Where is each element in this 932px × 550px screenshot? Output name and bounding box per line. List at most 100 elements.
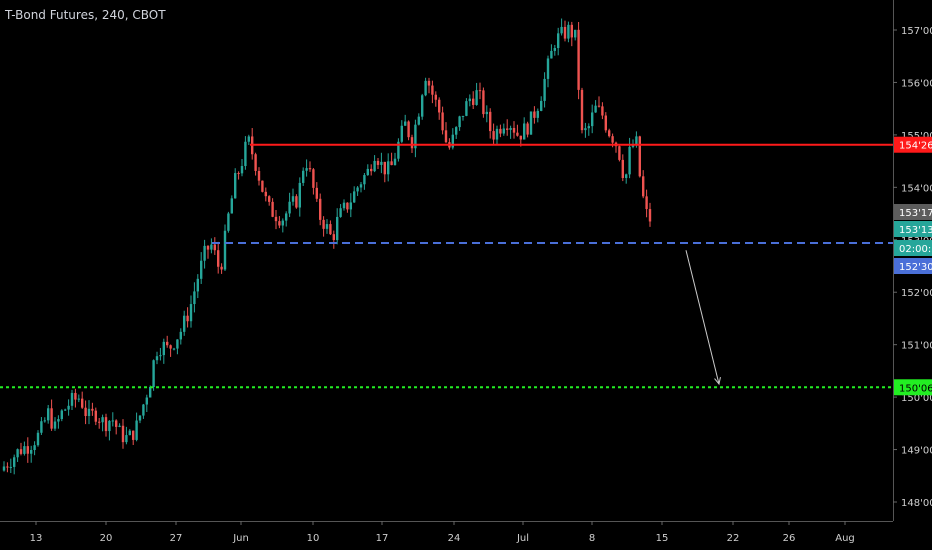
candle-body xyxy=(19,449,23,454)
candle-body xyxy=(628,146,631,175)
candle-body xyxy=(499,128,502,134)
candle-body xyxy=(543,78,546,101)
projection-arrow-head xyxy=(714,377,721,386)
candle-body xyxy=(489,111,492,132)
candle-body xyxy=(271,201,274,217)
candle-body xyxy=(176,339,179,349)
candle-body xyxy=(50,408,53,429)
candle-body xyxy=(482,90,485,115)
candle-body xyxy=(26,446,29,454)
candle-body xyxy=(393,158,397,166)
candle-body xyxy=(523,123,526,140)
candle-body xyxy=(533,111,536,118)
candle-body xyxy=(200,260,203,279)
candle-body xyxy=(536,110,539,118)
x-tick-label: 13 xyxy=(30,533,43,544)
candle-body xyxy=(162,341,165,356)
candle-body xyxy=(115,420,118,427)
candle-body xyxy=(261,180,264,192)
x-tick-label: Jun xyxy=(232,533,249,544)
candle-body xyxy=(441,112,444,131)
candle-body xyxy=(43,420,46,422)
price-tag-up xyxy=(894,221,932,237)
candle-body xyxy=(36,432,40,446)
candle-body xyxy=(577,29,580,90)
price-tag-up xyxy=(894,240,932,256)
candle-body xyxy=(475,90,478,105)
y-tick-label: 154'00 xyxy=(901,183,932,194)
candle-body xyxy=(642,176,645,197)
candle-body xyxy=(383,161,386,175)
candle-body xyxy=(118,425,121,427)
y-tick-label: 155'00 xyxy=(901,131,932,142)
candle-body xyxy=(332,234,335,241)
chart-title: T-Bond Futures, 240, CBOT xyxy=(5,8,166,22)
y-tick-label: 149'00 xyxy=(901,446,932,457)
candle-body xyxy=(472,98,475,105)
candle-body xyxy=(264,191,267,197)
candle-body xyxy=(16,449,19,458)
candle-body xyxy=(196,278,199,292)
candle-body xyxy=(635,136,638,146)
candle-body xyxy=(230,198,233,214)
candle-body xyxy=(407,121,410,138)
candle-body xyxy=(631,145,635,147)
x-tick-label: 17 xyxy=(376,533,389,544)
candle-body xyxy=(247,136,250,142)
candle-body xyxy=(438,99,441,113)
price-tag-resistance xyxy=(894,136,932,153)
candle-body xyxy=(356,187,359,192)
candle-body xyxy=(349,202,352,210)
x-tick-label: 20 xyxy=(100,533,113,544)
candle-body xyxy=(81,398,84,408)
candle-body xyxy=(390,161,393,166)
candle-body xyxy=(169,345,172,349)
candle-body xyxy=(414,124,417,149)
candle-body xyxy=(213,244,216,251)
y-tick-label: 157'00 xyxy=(901,26,932,37)
candle-body xyxy=(291,196,295,202)
candle-body xyxy=(455,127,458,135)
candle-body xyxy=(495,128,499,140)
candle-body xyxy=(601,106,604,116)
candle-body xyxy=(404,121,407,126)
candle-body xyxy=(397,141,400,159)
candle-body xyxy=(485,111,488,115)
candle-body xyxy=(366,168,369,176)
candle-body xyxy=(359,184,363,188)
candle-body xyxy=(40,421,43,433)
candle-body xyxy=(298,182,301,208)
candle-body xyxy=(217,250,220,267)
candle-body xyxy=(546,58,550,79)
candle-body xyxy=(594,105,597,113)
candle-body xyxy=(125,435,128,443)
candle-body xyxy=(172,348,176,350)
candle-body xyxy=(427,80,431,86)
candle-body xyxy=(240,166,244,174)
candle-body xyxy=(152,360,155,387)
candle-body xyxy=(553,48,556,51)
price-tag-label: 02:00:21 xyxy=(899,244,932,255)
candle-body xyxy=(400,125,403,142)
candle-body xyxy=(584,128,587,131)
candle-body xyxy=(183,315,186,332)
y-tick-label: 156'00 xyxy=(901,78,932,89)
y-tick-label: 151'00 xyxy=(901,341,932,352)
price-tag-label: 153'17 xyxy=(899,208,932,219)
candle-body xyxy=(322,219,325,229)
candle-body xyxy=(444,130,448,143)
x-tick-label: 15 xyxy=(656,533,669,544)
price-tag-label: 153'13 xyxy=(899,225,932,236)
projection-arrow xyxy=(685,250,720,385)
x-tick-label: 26 xyxy=(783,533,796,544)
candle-body xyxy=(254,154,257,171)
candle-body xyxy=(128,430,131,436)
candle-body xyxy=(468,98,471,102)
candle-body xyxy=(373,160,376,172)
candle-body xyxy=(621,159,624,178)
y-tick-label: 150'00 xyxy=(901,393,932,404)
candle-body xyxy=(563,26,567,39)
candle-body xyxy=(74,392,77,400)
candle-body xyxy=(319,198,322,220)
